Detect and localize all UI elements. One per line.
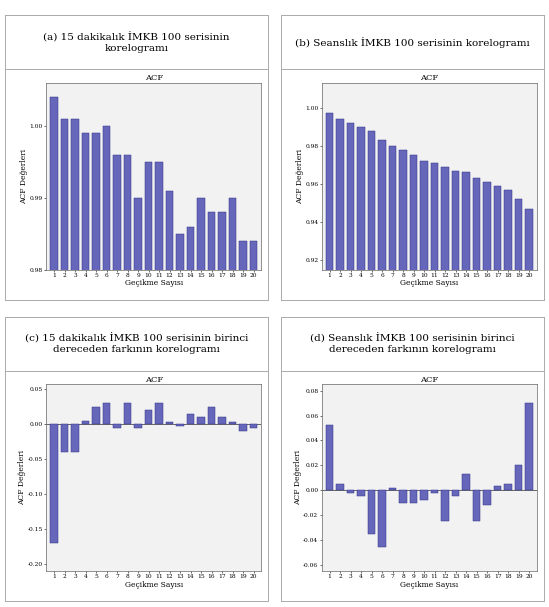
Text: (a) 15 dakikalık İMKB 100 serisinin
korelogramı: (a) 15 dakikalık İMKB 100 serisinin kore…: [43, 32, 230, 53]
Text: (d) Seanslık İMKB 100 serisinin birinci
dereceden farkının korelogramı: (d) Seanslık İMKB 100 serisinin birinci …: [310, 333, 514, 354]
Text: (c) 15 dakikalık İMKB 100 serisinin birinci
dereceden farkının korelogramı: (c) 15 dakikalık İMKB 100 serisinin biri…: [25, 333, 248, 354]
Text: (b) Seanslık İMKB 100 serisinin korelogramı: (b) Seanslık İMKB 100 serisinin korelogr…: [295, 36, 530, 48]
